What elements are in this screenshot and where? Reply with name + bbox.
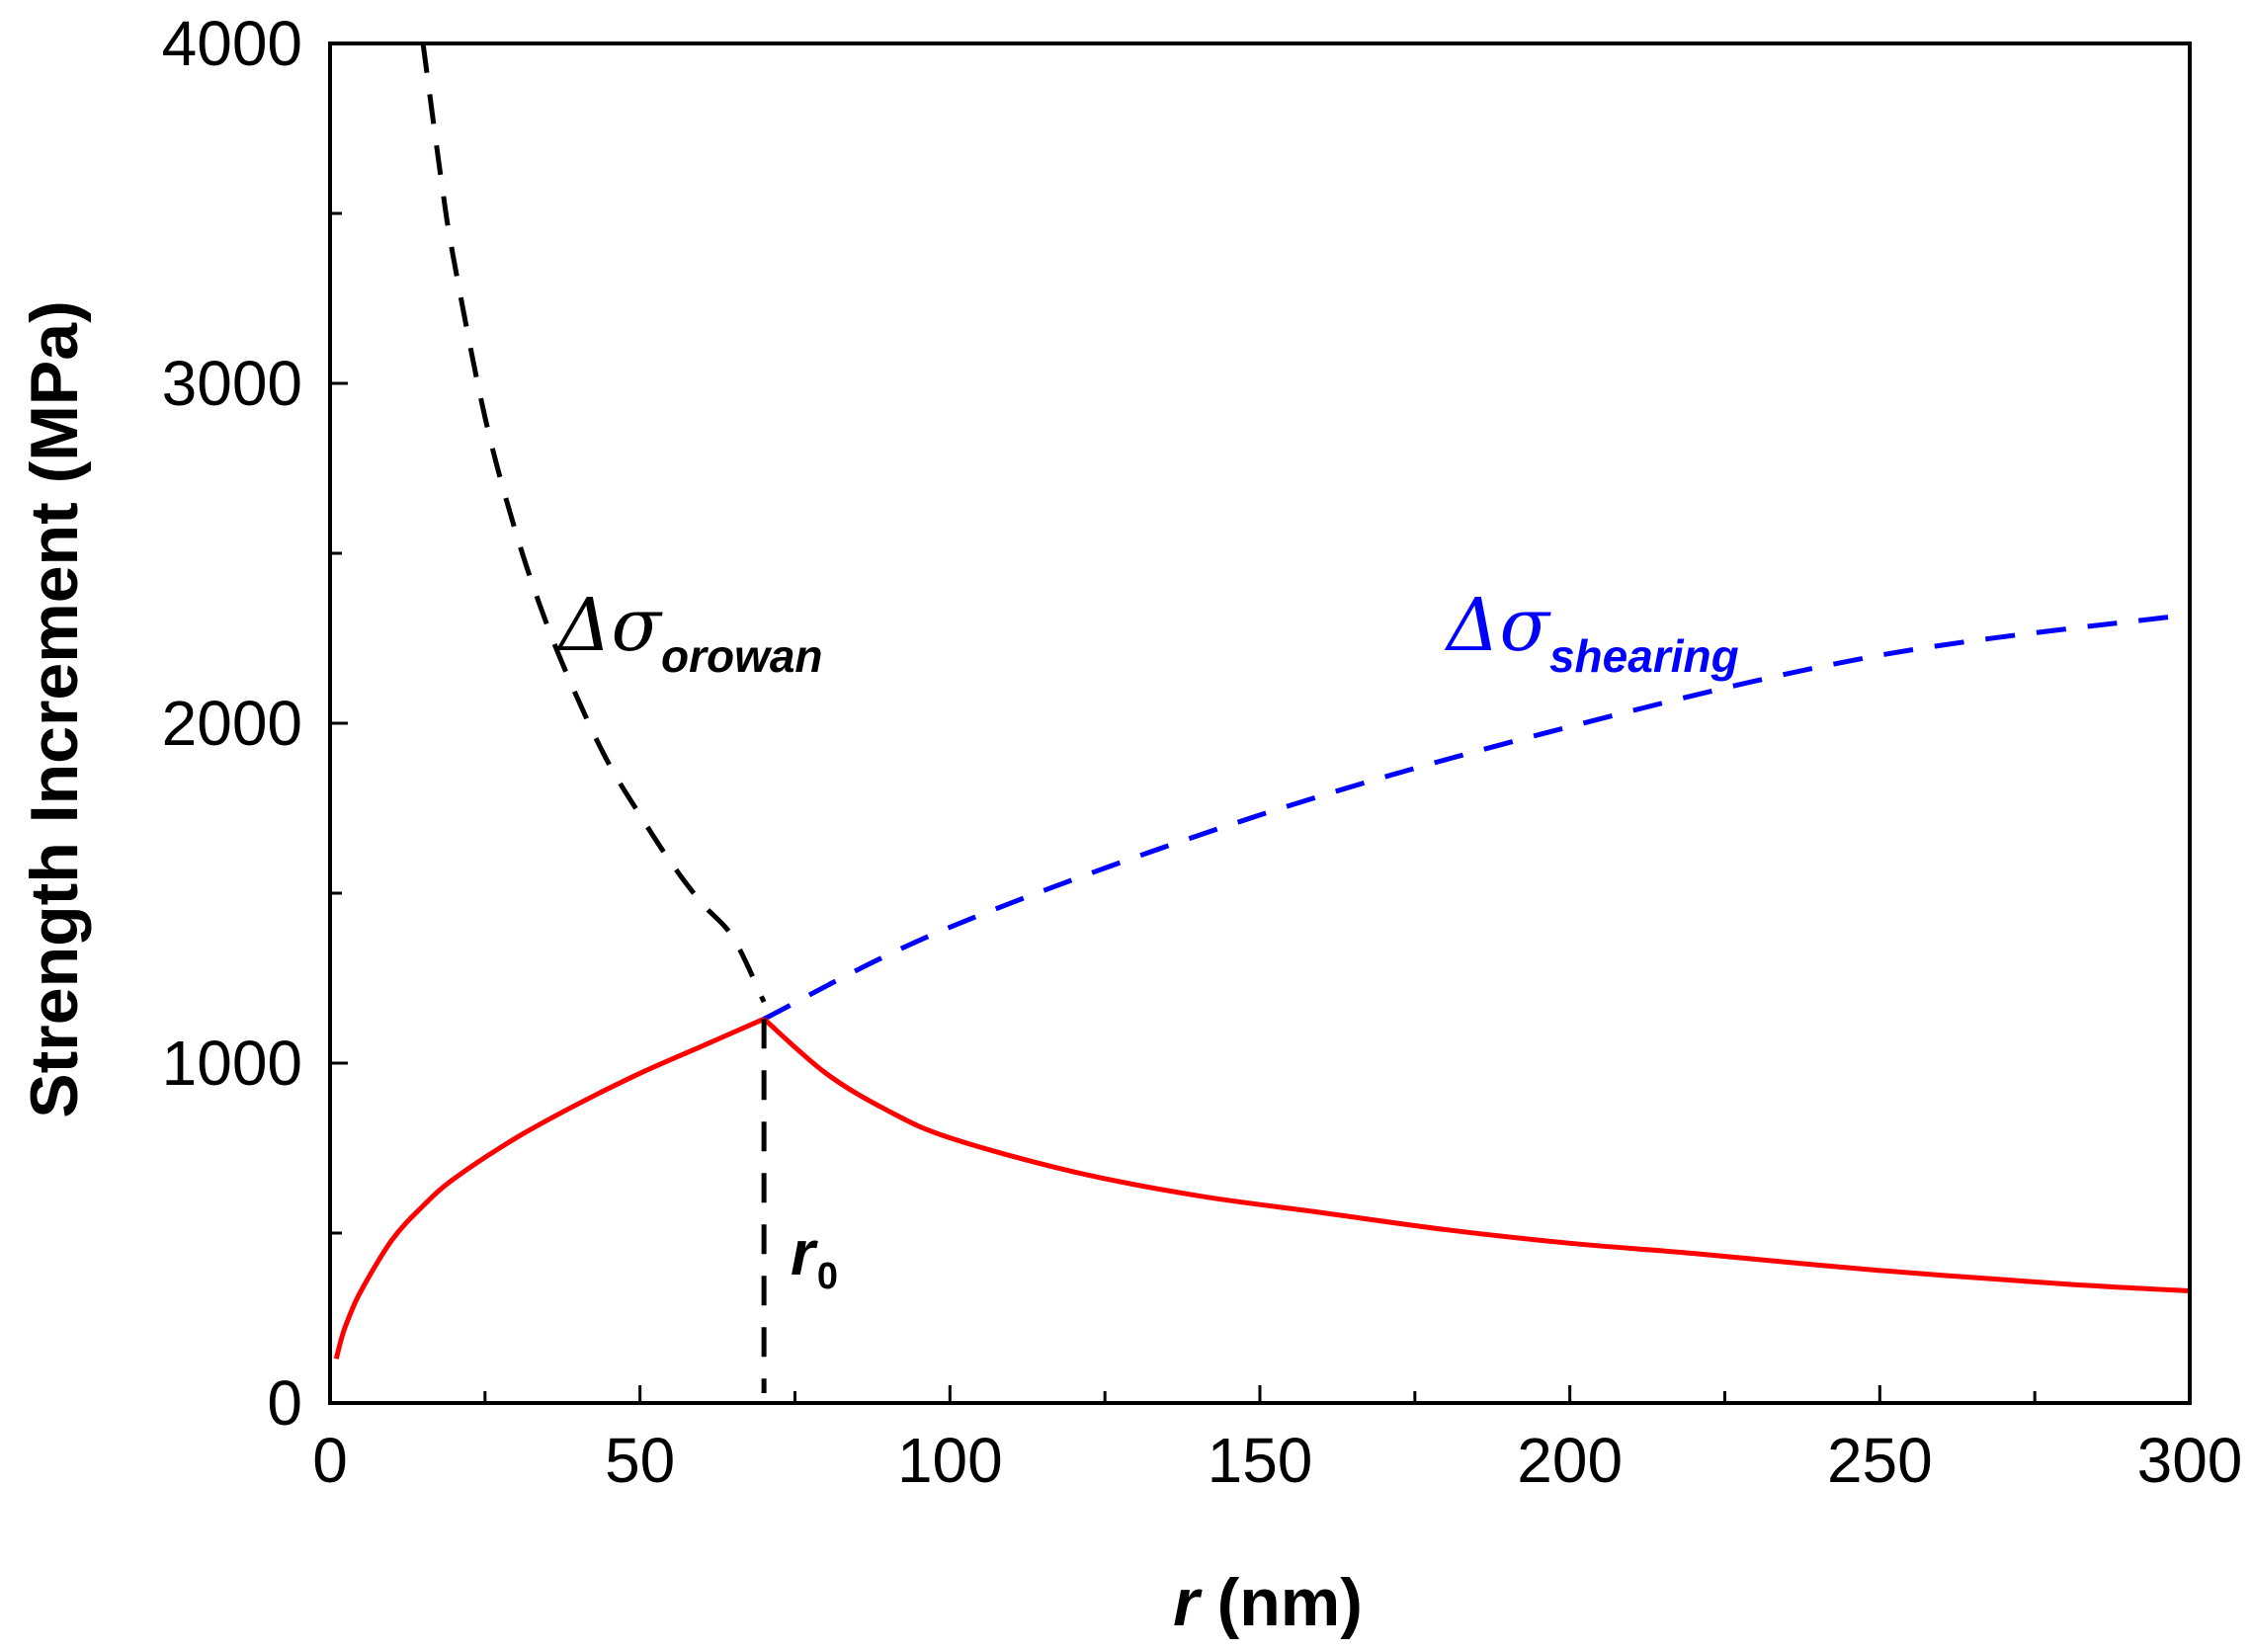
y-axis-title: Strength Increment (MPa): [17, 300, 92, 1117]
x-tick-label: 200: [1517, 1425, 1623, 1496]
x-tick-label: 300: [2137, 1425, 2243, 1496]
orowan-label: Δσorowan: [555, 583, 823, 682]
y-tick-label: 2000: [162, 688, 302, 759]
y-tick-label: 0: [267, 1367, 302, 1439]
y-tick-label: 1000: [162, 1028, 302, 1099]
x-axis-title: r (nm): [1173, 1565, 1363, 1640]
y-tick-label: 3000: [162, 348, 302, 419]
x-tick-label: 100: [897, 1425, 1003, 1496]
series-line-orowan: [420, 42, 767, 1004]
plot-frame: [328, 41, 2192, 1405]
r0-label: r0: [791, 1217, 838, 1297]
y-tick-label: 4000: [162, 8, 302, 79]
x-tick-label: 250: [1827, 1425, 1933, 1496]
x-tick-label: 150: [1208, 1425, 1313, 1496]
series-line-effective: [333, 1016, 2191, 1360]
x-tick-label: 0: [312, 1425, 348, 1496]
series-line-shearing: [763, 612, 2191, 1022]
shearing-label: Δσshearing: [1444, 583, 1739, 682]
x-tick-label: 50: [605, 1425, 675, 1496]
